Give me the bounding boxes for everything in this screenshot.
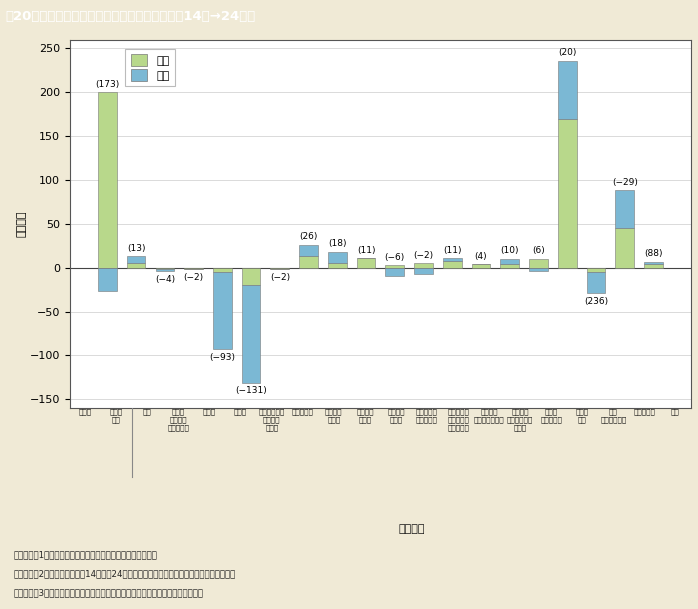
Text: 第20図　産業別雇用者数の増減（男女別，平成14年→24年）: 第20図 産業別雇用者数の増減（男女別，平成14年→24年）: [6, 10, 256, 23]
Bar: [558, 61, 577, 119]
Text: (88): (88): [644, 249, 662, 258]
Bar: [271, 268, 289, 269]
Text: (13): (13): [127, 244, 145, 253]
Bar: [500, 259, 519, 264]
Text: 宿泊業・
飲食サービス業: 宿泊業・ 飲食サービス業: [474, 408, 505, 423]
Text: 学術研究・
専門・技術
サービス業: 学術研究・ 専門・技術 サービス業: [447, 408, 469, 431]
Text: 複合
サービス事業: 複合 サービス事業: [600, 408, 627, 423]
Bar: [443, 261, 461, 268]
Text: (−131): (−131): [235, 386, 267, 395]
Text: 製造業: 製造業: [234, 408, 247, 415]
Bar: [242, 268, 260, 285]
Bar: [644, 264, 663, 268]
Text: (−2): (−2): [413, 251, 433, 260]
Text: 情報通信業: 情報通信業: [292, 408, 313, 415]
Bar: [443, 258, 461, 261]
Text: (10): (10): [500, 247, 519, 255]
Text: 農業，
林業: 農業， 林業: [110, 408, 123, 423]
Bar: [385, 268, 404, 275]
Bar: [299, 245, 318, 256]
Bar: [586, 268, 605, 272]
Bar: [299, 256, 318, 268]
Text: (6): (6): [532, 247, 545, 255]
Text: 鉱業・
採石業・
砂利採取業: 鉱業・ 採石業・ 砂利採取業: [168, 408, 189, 431]
Text: 医療・
福祉: 医療・ 福祉: [576, 408, 589, 423]
Bar: [213, 268, 232, 272]
Bar: [616, 228, 634, 268]
Text: 2．（　）内は平成14年から24年の間で当該産業の雇用者数の増減（男女計）。: 2．（ ）内は平成14年から24年の間で当該産業の雇用者数の増減（男女計）。: [14, 569, 236, 579]
Bar: [357, 258, 376, 268]
Text: (18): (18): [328, 239, 346, 248]
Text: 生活関連
サービス業・
娯楽業: 生活関連 サービス業・ 娯楽業: [507, 408, 533, 431]
Bar: [127, 256, 145, 263]
Bar: [500, 264, 519, 268]
Text: (11): (11): [443, 245, 461, 255]
Bar: [644, 261, 663, 264]
Text: (173): (173): [95, 80, 119, 89]
Text: 非農林業: 非農林業: [399, 524, 424, 534]
Bar: [156, 268, 174, 269]
Bar: [328, 263, 347, 268]
Bar: [472, 264, 490, 268]
Bar: [98, 92, 117, 268]
Text: 全産業: 全産業: [79, 408, 92, 415]
Text: (11): (11): [357, 245, 376, 255]
Text: (−6): (−6): [385, 253, 405, 261]
Text: (−29): (−29): [611, 178, 638, 187]
Bar: [242, 285, 260, 382]
Bar: [586, 272, 605, 293]
Text: （備考）　1．総務省「労働力調査（基本集計）」より作成。: （備考） 1．総務省「労働力調査（基本集計）」より作成。: [14, 550, 158, 559]
Bar: [156, 269, 174, 271]
Text: (20): (20): [558, 48, 577, 57]
Bar: [385, 265, 404, 268]
Text: (−2): (−2): [269, 273, 290, 282]
Bar: [558, 119, 577, 268]
Bar: [184, 268, 203, 269]
Bar: [529, 259, 548, 268]
Bar: [414, 263, 433, 268]
Text: (−93): (−93): [209, 353, 235, 362]
Text: 不動産業・
物品賃貸業: 不動産業・ 物品賃貸業: [416, 408, 438, 423]
Y-axis label: （万人）: （万人）: [17, 211, 27, 237]
Text: 運輸業・
郵便業: 運輸業・ 郵便業: [325, 408, 343, 423]
Text: 建設業: 建設業: [203, 408, 216, 415]
Text: (−4): (−4): [155, 275, 175, 284]
Bar: [328, 252, 347, 263]
Text: 3．サービス業と公務は，それぞれ他に分類されるものを除いている。: 3．サービス業と公務は，それぞれ他に分類されるものを除いている。: [14, 588, 204, 597]
Legend: 女性, 男性: 女性, 男性: [125, 49, 175, 86]
Text: 金融業・
保険業: 金融業・ 保険業: [387, 408, 405, 423]
Text: 卸売業・
小売業: 卸売業・ 小売業: [356, 408, 373, 423]
Bar: [213, 272, 232, 349]
Text: (26): (26): [299, 233, 318, 241]
Text: 漁業: 漁業: [143, 408, 152, 415]
Text: 公務: 公務: [671, 408, 680, 415]
Text: (4): (4): [475, 252, 487, 261]
Bar: [616, 191, 634, 228]
Bar: [414, 268, 433, 274]
Text: 電気・ガス・
熱供給・
水道業: 電気・ガス・ 熱供給・ 水道業: [258, 408, 285, 431]
Text: 教育・
学習支援業: 教育・ 学習支援業: [540, 408, 562, 423]
Text: サービス業: サービス業: [634, 408, 655, 415]
Bar: [98, 268, 117, 291]
Text: (236): (236): [584, 297, 608, 306]
Text: (−2): (−2): [184, 273, 204, 282]
Bar: [529, 268, 548, 271]
Bar: [127, 263, 145, 268]
